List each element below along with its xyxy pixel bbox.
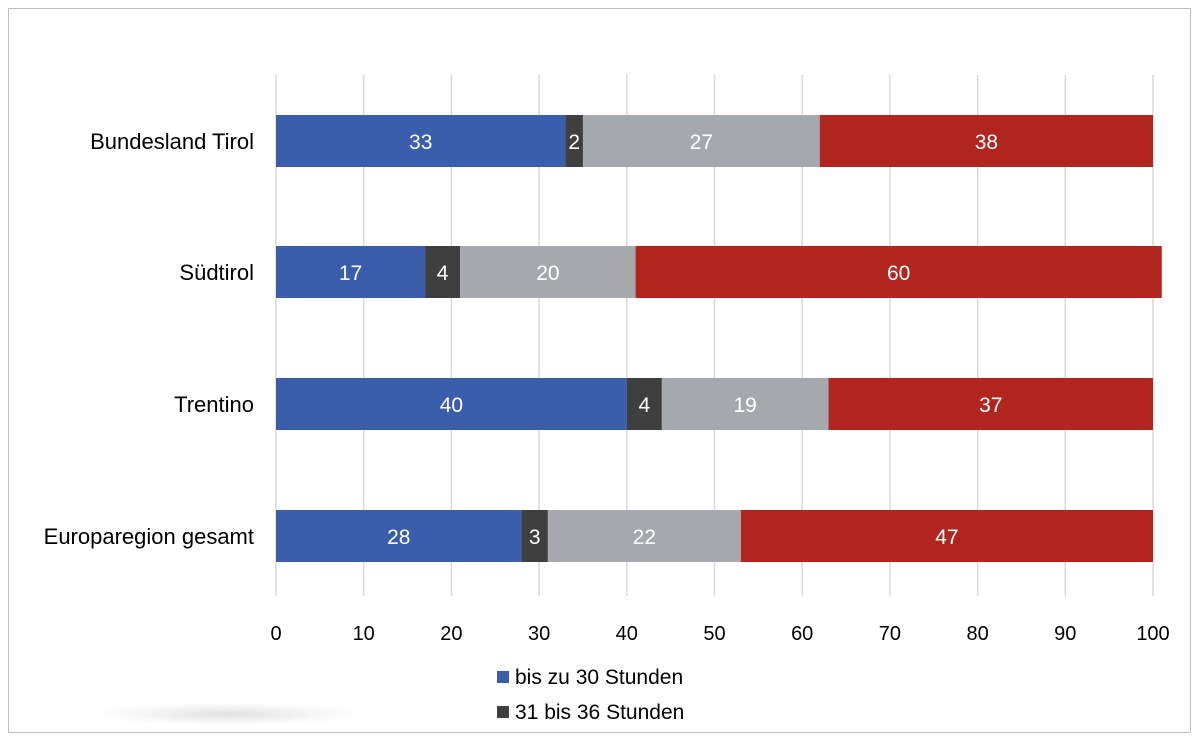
- x-tick-label: 30: [528, 623, 550, 645]
- bar-segment: [276, 378, 627, 430]
- bar-segment: [740, 510, 1153, 562]
- legend: bis zu 30 Stunden 31 bis 36 Stunden: [497, 666, 684, 724]
- x-tick-label: 40: [616, 623, 638, 645]
- data-label: 22: [633, 526, 656, 549]
- x-tick-label: 80: [966, 623, 988, 645]
- x-tick-label: 90: [1054, 623, 1076, 645]
- data-label: 60: [887, 262, 910, 285]
- bar-segment: [276, 115, 566, 167]
- bar-segment: [425, 246, 461, 298]
- legend-swatch: [497, 671, 509, 683]
- legend-swatch: [497, 706, 509, 718]
- x-tick-label: 0: [270, 623, 281, 645]
- bar-segment: [661, 378, 829, 430]
- data-label: 33: [409, 131, 432, 154]
- category-label: Südtirol: [179, 260, 254, 285]
- image-smudge: [100, 703, 355, 725]
- data-label: 4: [437, 262, 449, 285]
- bar-segment: [582, 115, 820, 167]
- category-label: Bundesland Tirol: [90, 129, 254, 154]
- bar-segment: [828, 378, 1153, 430]
- data-label: 38: [975, 131, 998, 154]
- data-label: 28: [387, 526, 410, 549]
- data-label: 3: [529, 526, 541, 549]
- data-label: 2: [568, 131, 580, 154]
- data-label: 27: [690, 131, 713, 154]
- data-label: 20: [536, 262, 559, 285]
- category-label: Europaregion gesamt: [44, 524, 254, 549]
- data-label: 37: [979, 394, 1002, 417]
- x-tick-label: 10: [353, 623, 375, 645]
- legend-label: bis zu 30 Stunden: [515, 666, 683, 689]
- bar-segment: [276, 246, 426, 298]
- bar-segment: [635, 246, 1162, 298]
- data-label: 40: [440, 394, 463, 417]
- data-label: 4: [638, 394, 650, 417]
- bar-segment: [460, 246, 636, 298]
- data-label: 17: [339, 262, 362, 285]
- bar-segment: [547, 510, 741, 562]
- bar-segment: [626, 378, 662, 430]
- data-label: 19: [734, 394, 757, 417]
- x-tick-label: 70: [879, 623, 901, 645]
- x-tick-label: 50: [703, 623, 725, 645]
- legend-label: 31 bis 36 Stunden: [515, 701, 684, 724]
- bar-segment: [565, 115, 583, 167]
- data-label: 47: [935, 526, 958, 549]
- bars: [276, 115, 1162, 562]
- bar-segment: [276, 510, 522, 562]
- category-label: Trentino: [174, 392, 254, 417]
- bar-segment: [521, 510, 548, 562]
- x-tick-label: 60: [791, 623, 813, 645]
- x-tick-label: 20: [440, 623, 462, 645]
- bar-segment: [819, 115, 1153, 167]
- x-tick-label: 100: [1136, 623, 1169, 645]
